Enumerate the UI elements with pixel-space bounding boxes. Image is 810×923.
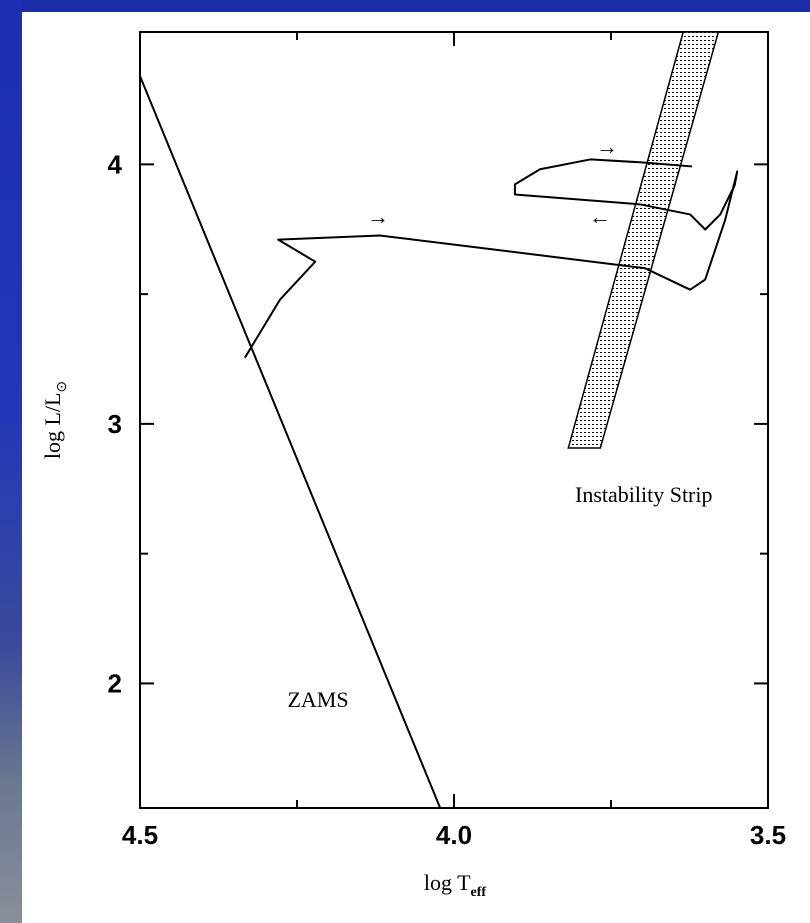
annotation: → <box>596 134 618 159</box>
track-line <box>244 158 739 359</box>
x-tick-label: 3.5 <box>750 820 786 850</box>
y-tick-label: 4 <box>108 149 123 179</box>
annotation: ← <box>589 204 611 229</box>
x-label-sub: eff <box>471 885 487 900</box>
annotation: → <box>367 204 389 229</box>
y-tick-label: 2 <box>108 668 122 698</box>
y-label-main: log L/L <box>40 393 65 460</box>
x-tick-label: 4.5 <box>122 820 158 850</box>
x-tick-label: 4.0 <box>436 820 472 850</box>
annotation: Instability Strip <box>575 482 713 507</box>
background-image <box>0 0 22 923</box>
x-label-main: log T <box>424 870 471 895</box>
annotation: ZAMS <box>287 687 348 712</box>
y-label-sub: ⊙ <box>55 381 70 393</box>
x-axis-label: log Teff <box>424 870 487 900</box>
instability-strip <box>567 31 720 449</box>
y-axis-label: log L/L⊙ <box>40 381 70 459</box>
y-tick-label: 3 <box>108 409 122 439</box>
track-line <box>139 75 442 809</box>
